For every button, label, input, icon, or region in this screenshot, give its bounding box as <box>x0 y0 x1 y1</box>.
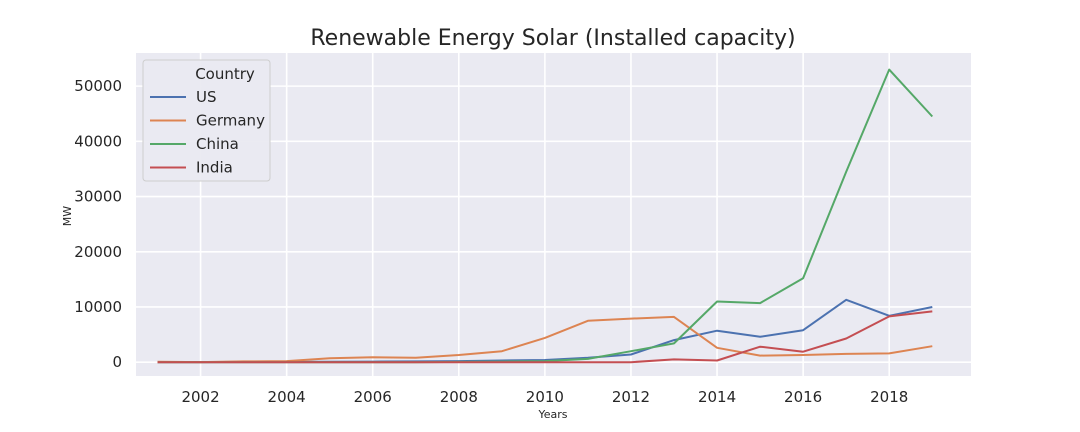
x-tick-label: 2006 <box>354 388 392 406</box>
plot-area <box>136 53 971 376</box>
chart-title: Renewable Energy Solar (Installed capaci… <box>310 26 795 51</box>
y-tick-label: 40000 <box>74 132 122 150</box>
y-tick-label: 10000 <box>74 298 122 316</box>
series-line-india <box>157 310 933 364</box>
x-tick-label: 2016 <box>784 388 822 406</box>
x-tick-label: 2008 <box>440 388 478 406</box>
tick-labels: 2002 2004 2006 2008 2010 2012 2014 2016 2018 0 100… <box>74 77 908 406</box>
x-tick-label: 2002 <box>181 388 219 406</box>
legend-label-india: India <box>196 159 233 177</box>
legend-label-us: US <box>196 88 217 106</box>
series-line-germany <box>157 315 933 364</box>
y-axis-label: MW <box>61 206 74 226</box>
y-tick-label: 30000 <box>74 188 122 206</box>
x-tick-label: 2010 <box>526 388 564 406</box>
x-tick-label: 2018 <box>870 388 908 406</box>
legend-label-germany: Germany <box>196 112 265 130</box>
legend-box <box>142 59 271 182</box>
legend-title: Country <box>195 65 255 83</box>
x-tick-label: 2012 <box>612 388 650 406</box>
y-tick-label: 50000 <box>74 77 122 95</box>
x-tick-label: 2014 <box>698 388 736 406</box>
legend-label-china: China <box>196 135 239 153</box>
legend: Country US Germany China India <box>142 59 271 182</box>
x-axis-label: Years <box>537 408 567 421</box>
x-tick-label: 2004 <box>268 388 306 406</box>
series-lines <box>157 68 934 364</box>
y-tick-label: 20000 <box>74 243 122 261</box>
y-tick-label: 0 <box>112 353 122 371</box>
